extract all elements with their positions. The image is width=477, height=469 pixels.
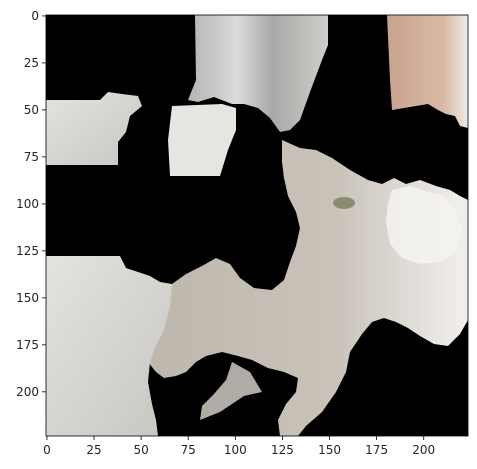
x-axis: 0 25 50 75 100 125 150 175 200 [43,436,435,457]
axes-frame [45,14,469,437]
y-axis: 0 25 50 75 100 125 150 175 200 [16,9,46,399]
x-tick-label: 200 [412,443,435,457]
fur-fragment-region [200,362,262,420]
left-wall-region [46,92,142,165]
x-tick-label: 75 [181,443,196,457]
x-tick-label: 0 [43,443,51,457]
y-tick-label: 175 [16,338,39,352]
curtain-region [188,15,328,132]
masked-cat-photo [46,15,468,436]
y-tick-label: 150 [16,291,39,305]
cat-region [142,140,468,436]
x-tick-label: 125 [271,443,294,457]
y-tick-label: 25 [24,56,39,70]
x-tick-label: 50 [133,443,148,457]
cat-face-highlight [386,186,462,264]
y-tick-label: 200 [16,385,39,399]
y-tick-label: 0 [31,9,39,23]
window-region [387,15,468,128]
x-tick-label: 150 [318,443,341,457]
y-tick-label: 75 [24,150,39,164]
x-tick-label: 100 [224,443,247,457]
light-patch-region [168,104,236,176]
y-tick-label: 125 [16,244,39,258]
lower-left-region [46,256,172,436]
y-tick-label: 50 [24,103,39,117]
cat-eye [333,197,355,209]
x-tick-label: 25 [86,443,101,457]
x-tick-label: 175 [365,443,388,457]
y-tick-label: 100 [16,197,39,211]
